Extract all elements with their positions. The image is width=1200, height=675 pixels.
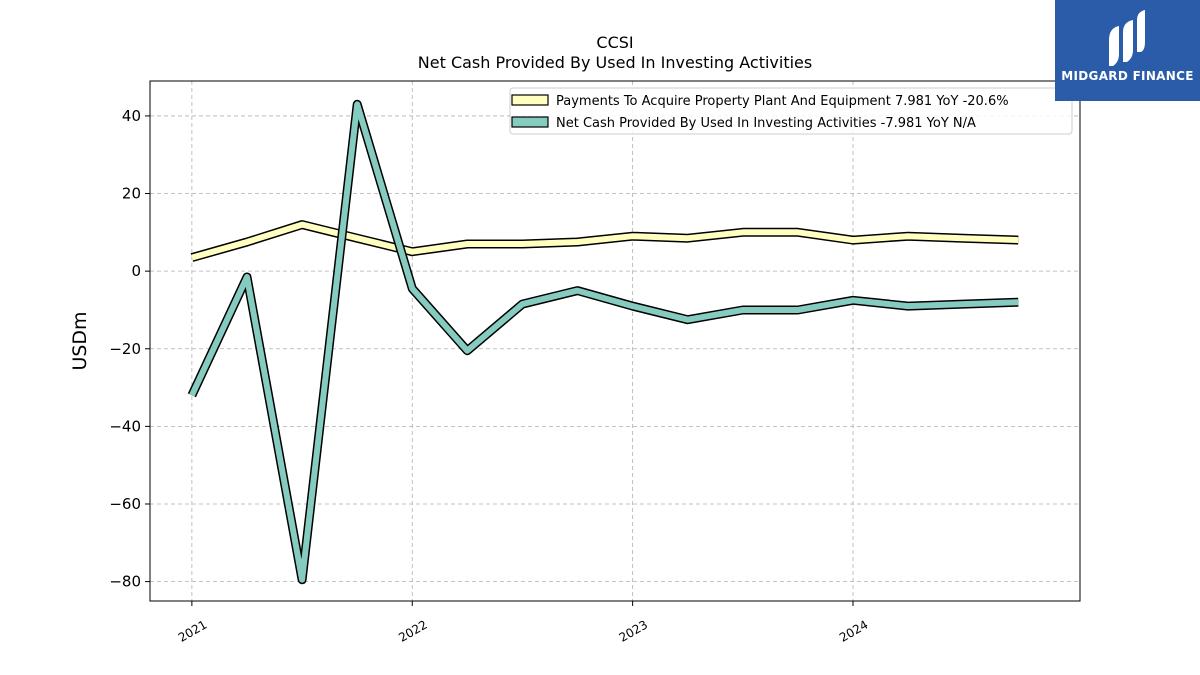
legend-label-capex: Payments To Acquire Property Plant And E…	[556, 94, 1009, 109]
legend-swatch-investing	[511, 116, 549, 128]
x-tick-label: 2021	[176, 617, 209, 644]
x-tick-label: 2023	[617, 617, 650, 644]
x-tick-label: 2022	[396, 617, 429, 644]
series-line-capex	[191, 221, 1019, 261]
y-tick-label: 40	[122, 107, 141, 125]
legend-label-investing: Net Cash Provided By Used In Investing A…	[556, 116, 976, 131]
y-tick-label: −80	[109, 573, 141, 591]
series-outline-investing	[187, 99, 1019, 585]
midgard-logo-icon	[1109, 10, 1145, 66]
y-tick-label: 20	[122, 185, 141, 203]
y-tick-label: −60	[109, 495, 141, 513]
legend-swatch-capex	[511, 94, 549, 106]
x-tick-label: 2024	[837, 617, 870, 644]
y-axis-label: USDm	[69, 311, 91, 370]
tick-layer: 40 20 0 −20 −40 −60 −80 2021 2022 2023 2024	[109, 107, 870, 645]
series-layer	[187, 99, 1019, 585]
midgard-finance-logo: MIDGARD FINANCE	[1055, 0, 1200, 101]
legend: Payments To Acquire Property Plant And E…	[509, 87, 1073, 135]
y-tick-label: −20	[109, 340, 141, 358]
plot-frame	[149, 80, 1081, 602]
series-line-investing	[189, 101, 1019, 583]
chart-title: CCSI	[596, 33, 633, 52]
y-tick-label: 0	[131, 262, 141, 280]
y-tick-label: −40	[109, 417, 141, 435]
logo-text: MIDGARD FINANCE	[1061, 69, 1194, 83]
legend-box	[509, 87, 1073, 135]
chart-subtitle: Net Cash Provided By Used In Investing A…	[418, 53, 812, 72]
